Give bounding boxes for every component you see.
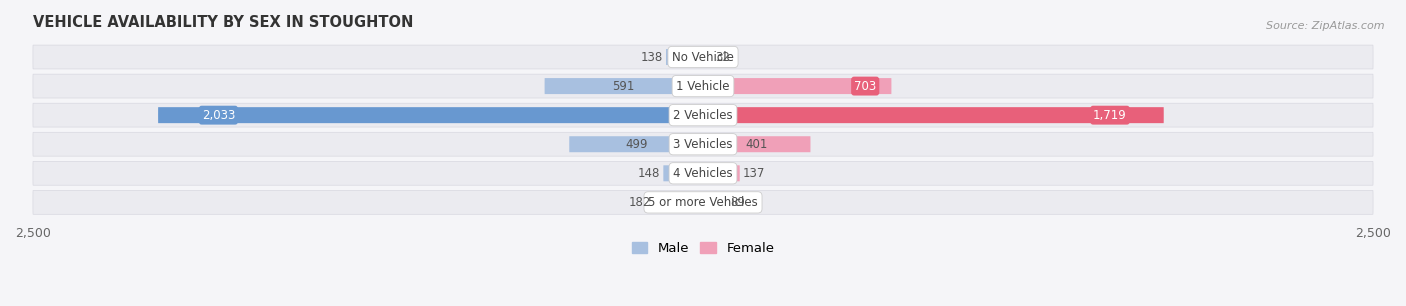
Text: 1 Vehicle: 1 Vehicle <box>676 80 730 93</box>
FancyBboxPatch shape <box>32 103 1374 127</box>
FancyBboxPatch shape <box>703 136 810 152</box>
Text: 2,033: 2,033 <box>201 109 235 122</box>
FancyBboxPatch shape <box>157 107 703 123</box>
FancyBboxPatch shape <box>32 190 1374 214</box>
Text: 4 Vehicles: 4 Vehicles <box>673 167 733 180</box>
FancyBboxPatch shape <box>32 132 1374 156</box>
Text: 2 Vehicles: 2 Vehicles <box>673 109 733 122</box>
Text: 148: 148 <box>638 167 659 180</box>
FancyBboxPatch shape <box>703 78 891 94</box>
Text: 499: 499 <box>624 138 647 151</box>
Text: 591: 591 <box>613 80 636 93</box>
Text: Source: ZipAtlas.com: Source: ZipAtlas.com <box>1267 21 1385 32</box>
FancyBboxPatch shape <box>32 161 1374 185</box>
Legend: Male, Female: Male, Female <box>631 241 775 255</box>
Text: 89: 89 <box>730 196 745 209</box>
FancyBboxPatch shape <box>703 107 1164 123</box>
FancyBboxPatch shape <box>569 136 703 152</box>
Text: VEHICLE AVAILABILITY BY SEX IN STOUGHTON: VEHICLE AVAILABILITY BY SEX IN STOUGHTON <box>32 15 413 30</box>
Text: 401: 401 <box>745 138 768 151</box>
Text: 182: 182 <box>628 196 651 209</box>
FancyBboxPatch shape <box>32 74 1374 98</box>
Text: 5 or more Vehicles: 5 or more Vehicles <box>648 196 758 209</box>
FancyBboxPatch shape <box>666 49 703 65</box>
Text: 32: 32 <box>714 50 730 64</box>
FancyBboxPatch shape <box>544 78 703 94</box>
Text: No Vehicle: No Vehicle <box>672 50 734 64</box>
FancyBboxPatch shape <box>703 194 727 211</box>
FancyBboxPatch shape <box>703 49 711 65</box>
Text: 1,719: 1,719 <box>1092 109 1126 122</box>
Text: 703: 703 <box>853 80 876 93</box>
FancyBboxPatch shape <box>32 45 1374 69</box>
FancyBboxPatch shape <box>703 165 740 181</box>
Text: 3 Vehicles: 3 Vehicles <box>673 138 733 151</box>
Text: 137: 137 <box>742 167 765 180</box>
Text: 138: 138 <box>641 50 662 64</box>
FancyBboxPatch shape <box>664 165 703 181</box>
FancyBboxPatch shape <box>654 194 703 211</box>
